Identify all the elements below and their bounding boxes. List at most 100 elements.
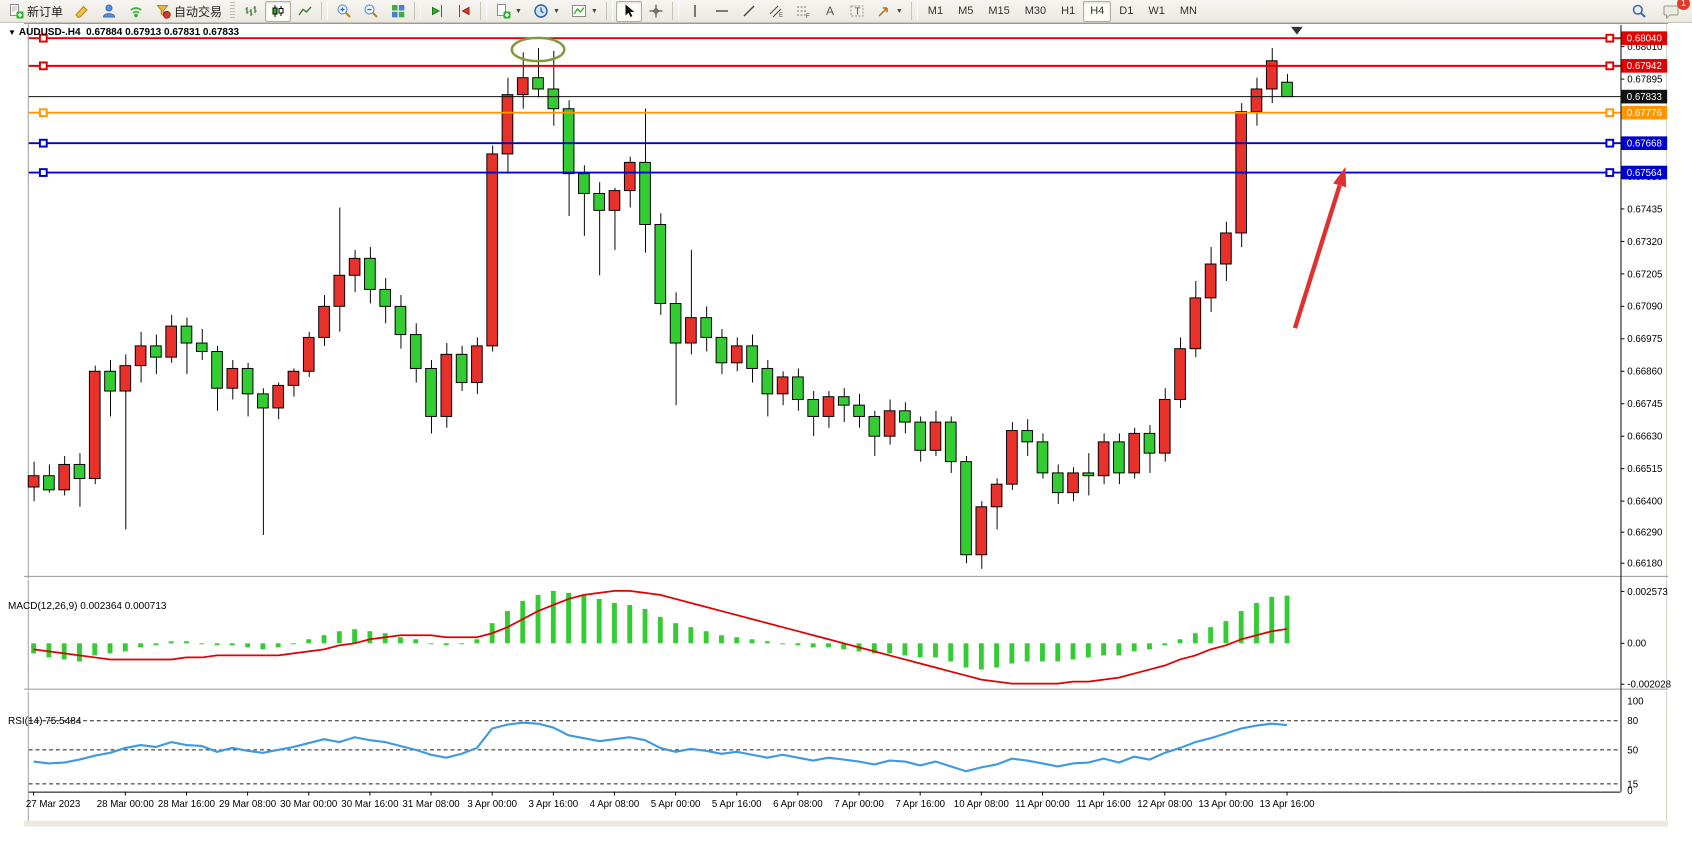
line-handle[interactable] (1605, 33, 1615, 43)
arrows-tool-button[interactable]: ▼ (871, 1, 908, 22)
line-handle[interactable] (1605, 168, 1615, 177)
signals-button[interactable] (123, 1, 149, 22)
line-handle[interactable] (38, 61, 48, 71)
template-button[interactable]: ▼ (490, 1, 527, 22)
chart-shift-button[interactable] (451, 1, 477, 22)
period-button[interactable]: ▼ (528, 1, 565, 22)
candle-body (501, 94, 514, 155)
line-handle[interactable] (38, 168, 48, 177)
candle-body (440, 353, 453, 417)
price-badge-label: 0.67564 (1627, 168, 1663, 179)
annotation-ellipse[interactable] (510, 36, 566, 63)
text-label-button[interactable]: T (844, 1, 870, 22)
bar-chart-button[interactable] (238, 1, 264, 22)
line-handle[interactable] (1605, 138, 1615, 148)
tab-timeframe-d1[interactable]: D1 (1119, 5, 1134, 17)
line-handle[interactable] (38, 33, 48, 43)
toolbar-grip (230, 2, 236, 20)
candle-body (333, 274, 346, 307)
crosshair-button[interactable] (643, 1, 669, 22)
price-tick-label: 0.66180 (1627, 559, 1663, 570)
chart-window[interactable]: 0.680100.678950.675500.674350.673200.672… (0, 23, 1692, 849)
candle-body (471, 345, 483, 384)
line-handle[interactable] (1605, 108, 1615, 118)
equidistant-channel-button[interactable]: E (763, 1, 789, 22)
price-chart-canvas[interactable]: 0.680100.678950.675500.674350.673200.672… (0, 23, 1692, 849)
community-button[interactable] (96, 1, 122, 22)
candle-body (241, 367, 254, 395)
candlestick-icon (270, 3, 286, 19)
chart-title: ▼ AUDUSD-.H4 0.67884 0.67913 0.67831 0.67… (8, 27, 239, 38)
macd-histogram-bar (581, 594, 587, 644)
macd-histogram-bar (1269, 596, 1275, 644)
annotation-arrow[interactable] (1292, 184, 1342, 329)
line-handle[interactable] (38, 138, 48, 148)
candle-body (302, 336, 315, 372)
vertical-line-button[interactable] (682, 1, 708, 22)
signals-icon (128, 3, 144, 19)
tile-windows-button[interactable] (385, 1, 411, 22)
macd-histogram-bar (214, 643, 220, 646)
indicators-button[interactable]: ▼ (566, 1, 603, 22)
fibonacci-button[interactable]: F (790, 1, 816, 22)
search-button[interactable] (1626, 1, 1652, 22)
tab-timeframe-m5[interactable]: M5 (958, 5, 974, 17)
indicators-icon (571, 3, 587, 19)
text-button[interactable]: A (817, 1, 843, 22)
zoom-out-button[interactable] (358, 1, 384, 22)
tab-timeframe-m30[interactable]: M30 (1024, 5, 1047, 17)
tab-timeframe-m15[interactable]: M15 (988, 5, 1010, 17)
chart-shift-marker[interactable] (1291, 26, 1303, 35)
macd-histogram-bar (780, 643, 786, 645)
line-handle[interactable] (1605, 61, 1615, 71)
autotrade-button[interactable]: 自动交易 (150, 1, 227, 22)
macd-histogram-bar (1238, 611, 1244, 644)
tab-timeframe-m1[interactable]: M1 (927, 5, 944, 17)
fibonacci-icon: F (795, 3, 811, 19)
tab-timeframe-h4[interactable]: H4 (1083, 0, 1112, 22)
horizontal-line-button[interactable] (709, 1, 735, 22)
candles (27, 48, 1293, 569)
market-button[interactable] (69, 1, 95, 22)
tab-timeframe-w1[interactable]: W1 (1148, 5, 1165, 17)
symbol-dropdown-icon[interactable]: ▼ (8, 28, 16, 37)
rsi-scale-label: 80 (1627, 716, 1638, 727)
candle-body (180, 325, 193, 344)
annotation-arrow-head[interactable] (1333, 166, 1347, 188)
candle-body (1006, 430, 1018, 485)
macd-scale-label: 0.00 (1627, 639, 1646, 650)
tab-timeframe-mn[interactable]: MN (1179, 5, 1197, 17)
time-tick-label: 12 Apr 08:00 (1137, 799, 1193, 810)
separator (605, 2, 613, 20)
zoom-in-button[interactable] (331, 1, 357, 22)
macd-histogram-bar (1009, 643, 1015, 664)
trendline-button[interactable] (736, 1, 762, 22)
rsi-line (33, 721, 1288, 773)
new-order-button[interactable]: 新订单 (3, 1, 68, 22)
macd-histogram-bar (413, 639, 419, 644)
candle-body (990, 483, 1003, 508)
macd-histogram-bar (291, 643, 296, 645)
candle-body (409, 334, 422, 369)
candle-body (532, 77, 544, 90)
candle-body (272, 384, 285, 409)
trendline-icon (741, 3, 757, 19)
line-chart-button[interactable] (292, 1, 318, 22)
price-tick-label: 0.68010 (1627, 42, 1663, 53)
candlestick-button[interactable] (265, 0, 292, 22)
cursor-button[interactable] (615, 0, 642, 22)
macd-histogram-bar (1055, 643, 1061, 662)
chat-button[interactable]: 1 (1658, 0, 1690, 22)
auto-scroll-button[interactable] (424, 1, 450, 22)
macd-histogram-bar (138, 643, 144, 648)
macd-scale-label: 0.002573 (1627, 587, 1667, 598)
candle-body (700, 317, 713, 338)
time-tick-label: 10 Apr 08:00 (954, 799, 1010, 810)
time-tick-label: 7 Apr 16:00 (895, 799, 945, 810)
tab-timeframe-h1[interactable]: H1 (1061, 5, 1076, 17)
candle-body (853, 404, 865, 417)
candle-body (379, 288, 392, 307)
candle-body (639, 161, 651, 225)
line-handle[interactable] (38, 108, 48, 118)
time-tick-label: 11 Apr 00:00 (1015, 799, 1070, 810)
